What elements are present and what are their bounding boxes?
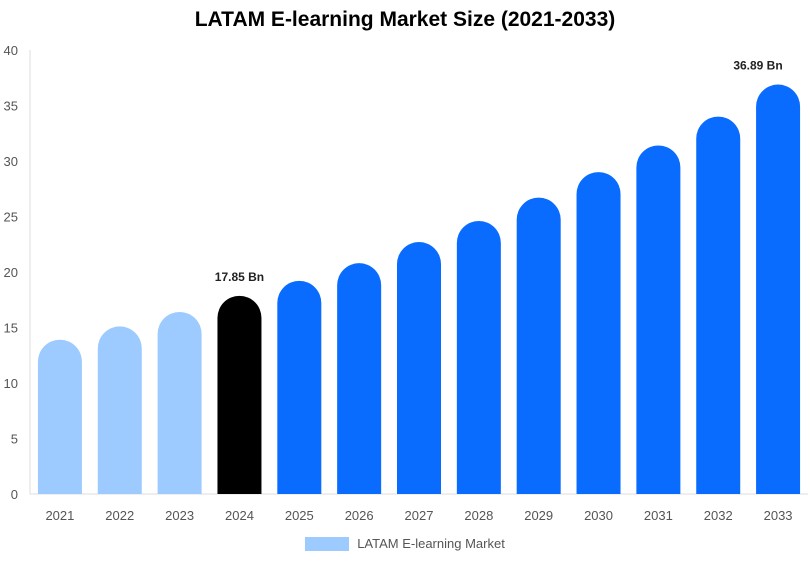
- bar-2031: [636, 145, 681, 494]
- x-tick-label: 2029: [524, 508, 553, 523]
- x-tick-label: 2033: [764, 508, 793, 523]
- legend-label: LATAM E-learning Market: [357, 536, 505, 551]
- bar-2025: [277, 280, 322, 494]
- bar-2033: [756, 84, 801, 495]
- x-tick-label: 2022: [105, 508, 134, 523]
- bar-2032: [696, 116, 741, 495]
- bars-group: [37, 84, 801, 495]
- x-tick-label: 2030: [584, 508, 613, 523]
- data-label: 17.85 Bn: [215, 270, 264, 284]
- x-tick-label: 2032: [704, 508, 733, 523]
- y-tick-label: 10: [4, 376, 18, 391]
- y-tick-label: 25: [4, 210, 18, 225]
- bar-2024: [217, 295, 262, 494]
- y-axis: 0 5 10 15 20 25 30 35 40: [4, 43, 18, 502]
- bar-2027: [397, 242, 441, 494]
- data-label: 36.89 Bn: [733, 59, 782, 73]
- bar-2023: [157, 311, 202, 494]
- y-tick-label: 35: [4, 99, 18, 114]
- y-tick-label: 30: [4, 154, 18, 169]
- chart-title: LATAM E-learning Market Size (2021-2033): [194, 8, 616, 31]
- x-tick-label: 2026: [345, 508, 374, 523]
- legend: LATAM E-learning Market: [0, 536, 810, 551]
- x-tick-label: 2023: [165, 508, 194, 523]
- x-tick-label: 2024: [225, 508, 254, 523]
- x-tick-label: 2025: [285, 508, 314, 523]
- x-axis: 2021 2022 2023 2024 2025 2026 2027 2028 2029 2030…: [45, 508, 792, 523]
- bar-2030: [576, 172, 621, 494]
- bar-2022: [97, 326, 142, 494]
- y-tick-label: 40: [4, 43, 18, 58]
- y-tick-label: 20: [4, 265, 18, 280]
- x-tick-label: 2027: [405, 508, 434, 523]
- y-tick-label: 0: [11, 487, 18, 502]
- bar-2021: [37, 339, 82, 494]
- y-tick-label: 15: [4, 321, 18, 336]
- data-labels: 17.85 Bn 36.89 Bn: [215, 59, 783, 284]
- x-tick-label: 2021: [45, 508, 74, 523]
- x-tick-label: 2031: [644, 508, 673, 523]
- y-tick-label: 5: [11, 432, 18, 447]
- bar-2026: [337, 263, 382, 494]
- x-tick-label: 2028: [464, 508, 493, 523]
- legend-swatch: [305, 536, 350, 551]
- bar-2029: [516, 197, 561, 494]
- bar-2028: [456, 220, 501, 494]
